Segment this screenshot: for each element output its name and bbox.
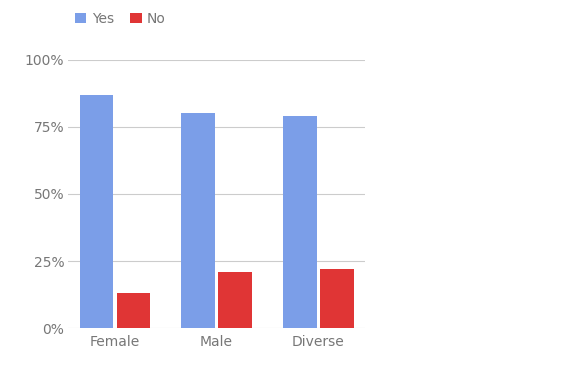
Bar	[218, 272, 252, 328]
Bar	[117, 293, 150, 328]
Legend: Yes, No: Yes, No	[70, 6, 172, 31]
Bar	[283, 116, 317, 328]
Bar	[320, 269, 353, 328]
Bar	[181, 113, 215, 328]
Bar	[80, 95, 113, 328]
